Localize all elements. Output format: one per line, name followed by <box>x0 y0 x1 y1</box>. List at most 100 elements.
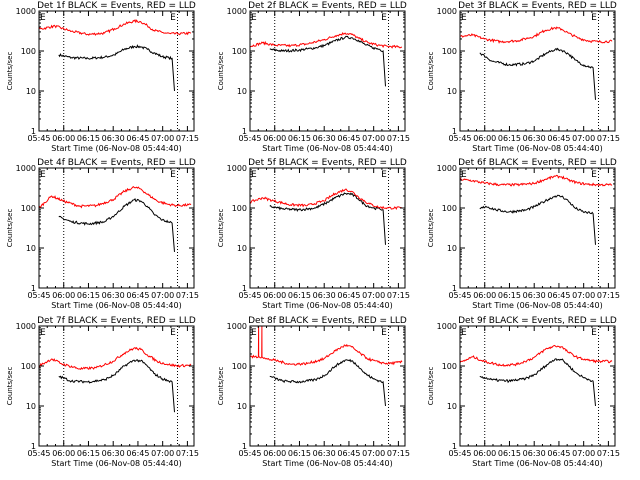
x-tick-label: 06:00 <box>473 291 496 300</box>
lld-series-line <box>459 174 613 187</box>
x-tick-label: 07:00 <box>572 291 595 300</box>
detector-panel: Det 9f BLACK = Events, RED = LLD E E 1 10 100… <box>427 316 620 468</box>
x-tick-label: 06:15 <box>498 134 521 143</box>
x-tick-label: 06:30 <box>102 449 125 458</box>
x-tick-label: 07:15 <box>176 134 199 143</box>
x-tick-label: 07:15 <box>387 134 410 143</box>
detector-panel: Det 5f BLACK = Events, RED = LLD E E 1 10 100… <box>217 158 410 310</box>
event-marker-label: E <box>591 13 597 23</box>
y-tick-label: 10 <box>237 87 247 96</box>
plot-frame <box>249 10 406 132</box>
y-tick-label: 1 <box>31 284 36 293</box>
y-tick-label: 1000 <box>16 7 36 16</box>
lld-series-line <box>249 325 403 366</box>
x-tick-label: 06:45 <box>337 291 360 300</box>
x-tick-label: 06:15 <box>288 291 311 300</box>
x-tick-label: 07:00 <box>362 449 385 458</box>
panel-title: Det 3f BLACK = Events, RED = LLD <box>458 1 617 11</box>
x-axis-label: Start Time (06-Nov-08 05:44:40) <box>472 301 602 310</box>
y-tick-label: 1 <box>452 442 457 451</box>
x-tick-label: 06:00 <box>263 134 286 143</box>
x-tick-label: 07:15 <box>387 449 410 458</box>
y-axis-label: Counts/sec <box>427 209 435 248</box>
panel-title: Det 8f BLACK = Events, RED = LLD <box>248 316 407 326</box>
y-tick-label: 1 <box>452 284 457 293</box>
event-marker-label: E <box>381 13 387 23</box>
x-tick-label: 06:30 <box>313 134 336 143</box>
events-series-line <box>58 197 175 252</box>
x-tick-label: 06:30 <box>523 134 546 143</box>
y-tick-label: 10 <box>447 244 457 253</box>
y-tick-label: 1000 <box>437 322 457 331</box>
y-axis-label: Counts/sec <box>427 52 435 91</box>
panel-title: Det 7f BLACK = Events, RED = LLD <box>37 316 196 326</box>
x-tick-label: 06:00 <box>473 134 496 143</box>
x-tick-label: 06:15 <box>288 134 311 143</box>
events-series-line <box>269 192 386 245</box>
event-marker-label: E <box>591 170 597 180</box>
x-tick-label: 06:15 <box>498 449 521 458</box>
x-tick-label: 07:00 <box>151 449 174 458</box>
x-tick-label: 07:00 <box>572 134 595 143</box>
x-tick-label: 05:45 <box>27 291 50 300</box>
event-marker-label: E <box>251 328 257 338</box>
events-series-line <box>269 35 386 87</box>
x-tick-label: 06:15 <box>77 134 100 143</box>
x-tick-label: 06:30 <box>523 449 546 458</box>
panel-title: Det 1f BLACK = Events, RED = LLD <box>37 1 196 11</box>
event-marker-label: E <box>170 13 176 23</box>
event-marker-label: E <box>251 13 257 23</box>
x-tick-label: 06:00 <box>52 134 75 143</box>
panel-title: Det 4f BLACK = Events, RED = LLD <box>37 158 196 168</box>
x-tick-label: 06:45 <box>547 291 570 300</box>
events-series-line <box>58 44 175 92</box>
event-marker-label: E <box>251 170 257 180</box>
event-marker-label: E <box>381 328 387 338</box>
detector-panel: Det 1f BLACK = Events, RED = LLD E E 1 10 100… <box>6 1 199 153</box>
plot-frame <box>38 10 195 132</box>
x-axis-label: Start Time (06-Nov-08 05:44:40) <box>262 301 392 310</box>
x-axis-label: Start Time (06-Nov-08 05:44:40) <box>472 144 602 153</box>
y-tick-label: 100 <box>442 204 457 213</box>
y-tick-label: 100 <box>21 362 36 371</box>
panel-title: Det 5f BLACK = Events, RED = LLD <box>248 158 407 168</box>
y-tick-label: 10 <box>237 402 247 411</box>
y-tick-label: 10 <box>447 402 457 411</box>
x-tick-label: 06:15 <box>77 449 100 458</box>
y-tick-label: 10 <box>26 244 36 253</box>
y-tick-label: 1 <box>31 127 36 136</box>
x-tick-label: 06:00 <box>263 291 286 300</box>
lld-series-line <box>249 32 403 49</box>
detector-panel: Det 4f BLACK = Events, RED = LLD E E 1 10 100… <box>6 158 199 310</box>
event-marker-label: E <box>40 13 46 23</box>
x-tick-label: 05:45 <box>27 134 50 143</box>
events-series-line <box>58 359 175 413</box>
x-tick-label: 07:15 <box>387 291 410 300</box>
y-tick-label: 10 <box>447 87 457 96</box>
y-tick-label: 100 <box>442 47 457 56</box>
event-marker-label: E <box>591 328 597 338</box>
x-tick-label: 05:45 <box>27 449 50 458</box>
plot-frame <box>459 10 616 132</box>
y-axis-label: Counts/sec <box>217 52 225 91</box>
y-tick-label: 1000 <box>227 322 247 331</box>
events-series-line <box>269 358 386 407</box>
detector-panel: Det 6f BLACK = Events, RED = LLD E E 1 10 100… <box>427 158 620 310</box>
y-tick-label: 10 <box>237 244 247 253</box>
x-tick-label: 06:30 <box>102 134 125 143</box>
plot-frame <box>459 167 616 289</box>
plot-frame <box>38 325 195 447</box>
lld-series-line <box>249 188 403 210</box>
x-tick-label: 06:00 <box>52 449 75 458</box>
x-tick-label: 06:00 <box>263 449 286 458</box>
y-tick-label: 1 <box>31 442 36 451</box>
plot-frame <box>459 325 616 447</box>
y-tick-label: 1000 <box>227 164 247 173</box>
events-series-line <box>479 47 596 100</box>
x-tick-label: 07:00 <box>362 291 385 300</box>
x-axis-label: Start Time (06-Nov-08 05:44:40) <box>51 301 181 310</box>
x-tick-label: 07:15 <box>597 134 620 143</box>
panel-title: Det 2f BLACK = Events, RED = LLD <box>248 1 407 11</box>
lld-series-line <box>38 346 192 371</box>
y-tick-label: 100 <box>232 204 247 213</box>
